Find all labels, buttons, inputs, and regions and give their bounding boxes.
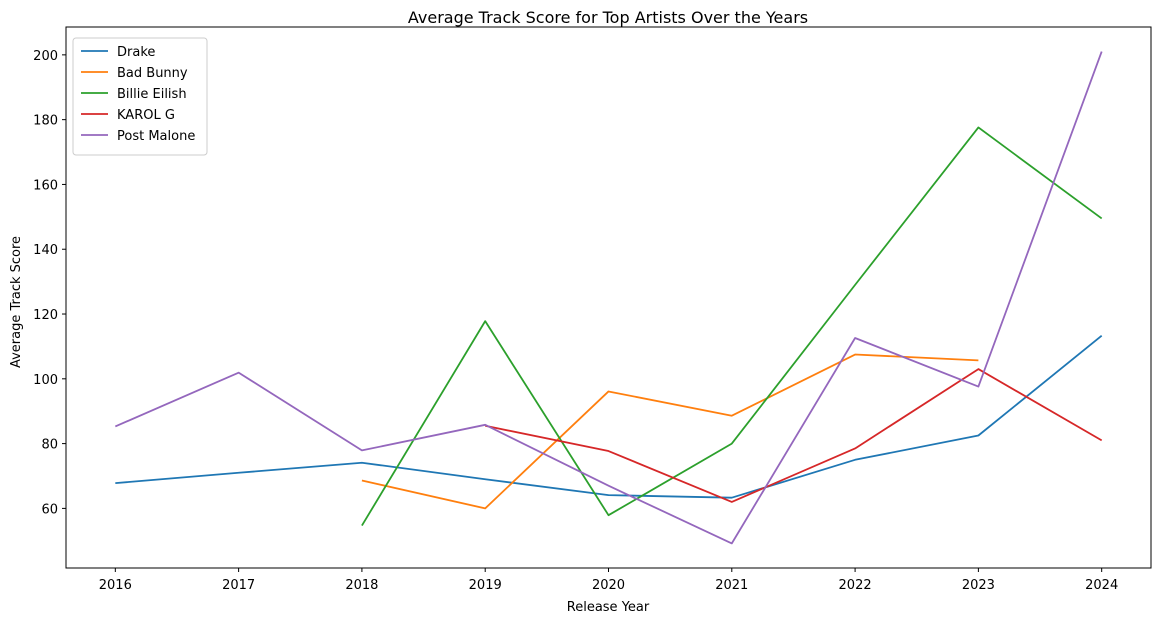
plot-area	[65, 26, 1152, 569]
legend-label: Bad Bunny	[117, 66, 188, 81]
x-axis-title: Release Year	[567, 600, 650, 615]
legend: Drake Bad Bunny Billie Eilish KAROL G Post M…	[72, 37, 208, 156]
x-tick-label: 2017	[222, 578, 255, 593]
y-tick-label: 120	[33, 308, 58, 323]
x-tick-label: 2021	[715, 578, 748, 593]
series-line-post-malone	[114, 51, 1103, 545]
legend-label: Drake	[117, 45, 155, 60]
x-tick-label: 2023	[962, 578, 995, 593]
legend-label: Post Malone	[117, 129, 195, 144]
x-tick-label: 2018	[345, 578, 378, 593]
y-axis-title: Average Track Score	[9, 236, 24, 368]
y-tick-label: 100	[33, 373, 58, 388]
legend-label: KAROL G	[117, 108, 175, 123]
legend-label: Billie Eilish	[117, 87, 187, 102]
series-lines	[114, 51, 1103, 545]
x-tick-label: 2024	[1085, 578, 1118, 593]
x-tick-label: 2019	[469, 578, 502, 593]
series-line-drake	[115, 335, 1103, 499]
y-tick-label: 160	[33, 178, 58, 193]
x-tick-label: 2022	[839, 578, 872, 593]
x-axis: 2016 2017 2018 2019 2020 2021 2022 2023 2024	[99, 568, 1118, 593]
y-tick-label: 80	[41, 438, 58, 453]
series-line-billie-eilish	[361, 126, 1103, 527]
series-line-bad-bunny	[361, 353, 979, 510]
chart-title: Average Track Score for Top Artists Over…	[408, 8, 808, 27]
y-tick-label: 180	[33, 114, 58, 129]
series-line-karol-g	[485, 368, 1103, 503]
y-axis: 60 80 100 120 140 160 180 200	[33, 49, 66, 517]
y-tick-label: 140	[33, 243, 58, 258]
x-tick-label: 2020	[592, 578, 625, 593]
x-tick-label: 2016	[99, 578, 132, 593]
y-tick-label: 200	[33, 49, 58, 64]
legend-box	[72, 37, 208, 156]
y-tick-label: 60	[41, 502, 58, 517]
